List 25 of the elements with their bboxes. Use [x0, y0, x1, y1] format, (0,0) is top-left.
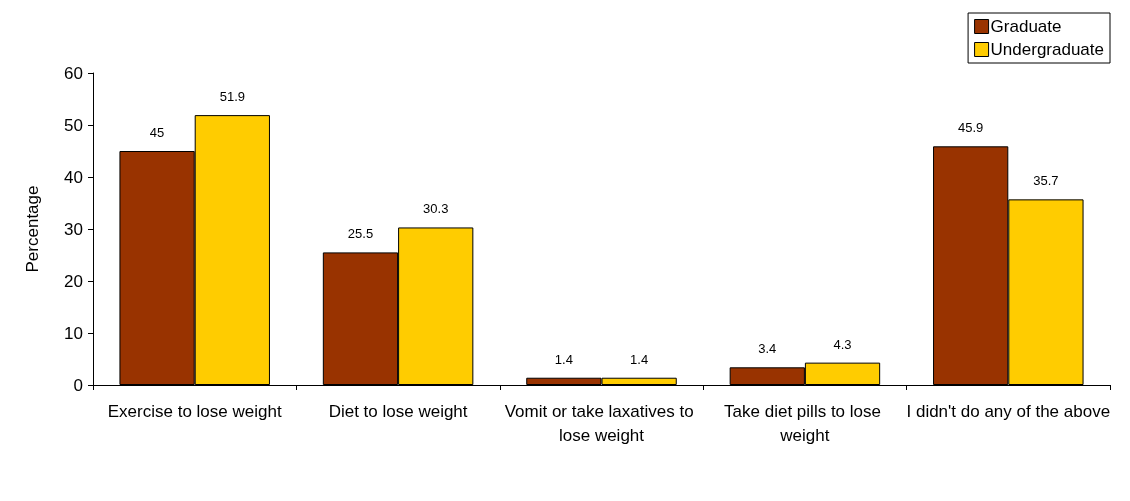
- data-label: 25.5: [347, 226, 374, 242]
- data-label: 35.7: [1033, 173, 1059, 189]
- y-tick-label: 40: [64, 167, 83, 187]
- y-tick-label: 10: [64, 323, 83, 343]
- x-tick-label: Take diet pills to lose weight: [724, 401, 886, 445]
- y-tick-label: 60: [64, 63, 83, 83]
- x-tick-label: Exercise to lose weight: [107, 401, 282, 421]
- data-label: 45.9: [958, 120, 984, 136]
- data-label: 30.3: [423, 201, 449, 217]
- y-tick-label: 30: [64, 219, 83, 239]
- data-label: 51.9: [219, 89, 245, 105]
- x-tick-label: I didn't do any of the above: [906, 401, 1111, 421]
- data-label: 1.4: [630, 351, 649, 367]
- data-label: 3.4: [758, 341, 777, 357]
- data-label: 1.4: [554, 351, 573, 367]
- y-tick-label: 50: [64, 115, 83, 135]
- y-tick-label: 0: [73, 375, 83, 395]
- x-tick-label: Vomit or take laxatives to lose weight: [504, 401, 699, 445]
- x-tick-label: Diet to lose weight: [328, 401, 468, 421]
- legend-label: Graduate: [990, 17, 1062, 36]
- data-label: 45: [149, 125, 165, 140]
- data-label: 4.3: [833, 336, 852, 352]
- y-tick-label: 20: [64, 271, 83, 291]
- y-axis-title: Percentage: [23, 185, 42, 273]
- legend-label: Undergraduate: [990, 40, 1105, 59]
